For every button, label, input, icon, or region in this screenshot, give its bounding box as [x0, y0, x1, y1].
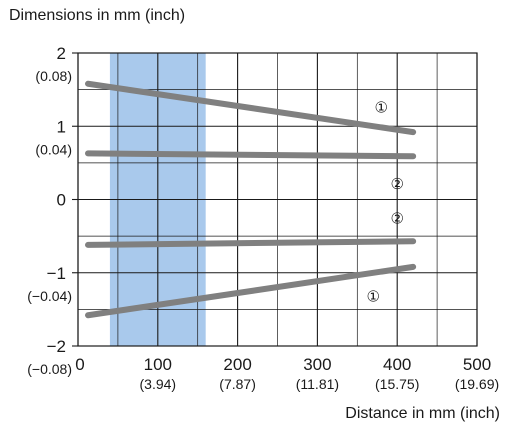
- x-tick-sublabel: (19.69): [455, 376, 499, 392]
- grid-layer: [72, 52, 478, 347]
- y-tick-label: −2: [47, 337, 66, 356]
- series-line-2: [85, 150, 417, 160]
- x-tick-sublabel: (7.87): [219, 376, 256, 392]
- series-marker-2: ②: [390, 176, 403, 193]
- x-tick-label: 200: [223, 355, 251, 374]
- y-tick-sublabel: (0.08): [35, 68, 72, 84]
- x-tick-label: 500: [463, 355, 491, 374]
- y-tick-label: 0: [57, 191, 66, 210]
- series-line-3: [85, 238, 417, 248]
- y-tick-sublabel: (0.04): [35, 141, 72, 157]
- x-tick-sublabel: (15.75): [375, 376, 419, 392]
- y-axis-title: Dimensions in mm (inch): [9, 7, 185, 24]
- x-tick-label: 100: [144, 355, 172, 374]
- x-tick-label: 0: [75, 355, 84, 374]
- series-layer: [85, 80, 417, 319]
- series-marker-layer: ① ② ② ①: [367, 100, 404, 306]
- plot-frame: [77, 52, 478, 347]
- x-tick-sublabel: (11.81): [296, 376, 339, 392]
- y-tick-label: 1: [57, 117, 66, 136]
- y-tick-label: −1: [47, 264, 66, 283]
- y-tick-sublabel: (−0.08): [27, 361, 72, 377]
- series-marker-1: ①: [375, 100, 388, 117]
- series-line-4: [85, 263, 417, 319]
- x-axis-title: Distance in mm (inch): [345, 405, 500, 422]
- series-marker-3: ②: [390, 210, 403, 227]
- x-tick-label: 400: [383, 355, 411, 374]
- series-line-1: [85, 80, 417, 136]
- y-tick-sublabel: (−0.04): [27, 288, 72, 304]
- y-tick-label: 2: [57, 44, 66, 63]
- x-tick-label: 300: [303, 355, 331, 374]
- tick-label-layer: 0 100 (3.94) 200 (7.87) 300 (11.81) 400 (15.75) 5…: [27, 44, 499, 392]
- series-marker-4: ①: [367, 289, 380, 306]
- x-tick-sublabel: (3.94): [140, 376, 177, 392]
